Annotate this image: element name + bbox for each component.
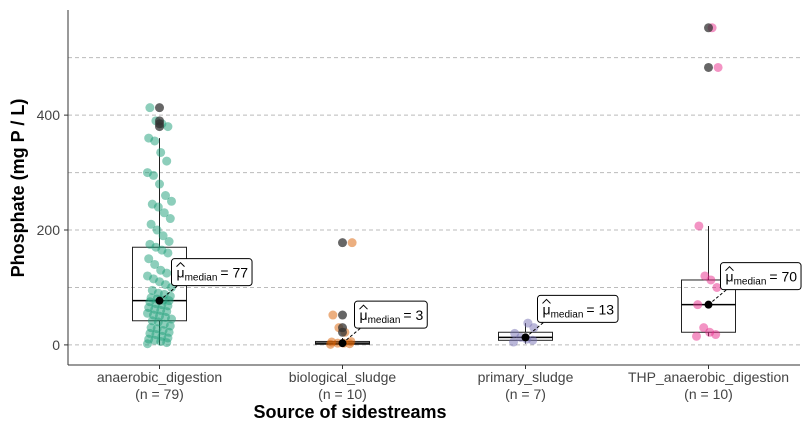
- label-connector: [159, 285, 178, 302]
- data-point: [147, 199, 157, 209]
- data-point: [152, 225, 162, 235]
- y-tick-label: 0: [52, 337, 60, 353]
- median-point: [155, 296, 164, 305]
- outlier: [704, 62, 713, 72]
- outlier: [338, 323, 347, 333]
- x-tick-label: THP_anaerobic_digestion: [628, 369, 789, 385]
- data-point: [161, 191, 170, 201]
- outlier: [704, 23, 713, 33]
- data-point: [712, 282, 722, 292]
- median-value: = 77: [220, 265, 248, 281]
- data-point: [347, 238, 357, 248]
- label-connector: [708, 289, 727, 306]
- median-label-box: [354, 300, 428, 329]
- outlier: [338, 238, 347, 248]
- data-point: [147, 285, 157, 295]
- median-label-box: [537, 294, 619, 323]
- x-tick-label: biological_sludge: [289, 369, 397, 385]
- stat-symbol: μ: [726, 269, 734, 285]
- data-point: [156, 147, 166, 157]
- data-point: [158, 231, 168, 241]
- data-point: [327, 337, 337, 347]
- data-point: [145, 239, 155, 249]
- data-point: [159, 208, 169, 218]
- median-label: μmedian = 70: [726, 269, 798, 288]
- data-point: [156, 265, 166, 275]
- stat-symbol: μ: [360, 307, 368, 323]
- hat: [542, 298, 551, 304]
- data-point: [165, 214, 175, 224]
- data-point: [523, 318, 533, 328]
- stat-symbol: μ: [177, 265, 185, 281]
- outlier: [155, 116, 164, 126]
- stat-symbol: μ: [543, 301, 551, 317]
- x-count-label: (n = 10): [684, 386, 733, 402]
- data-point: [146, 293, 156, 303]
- y-tick-label: 200: [37, 222, 61, 238]
- data-point: [162, 156, 172, 166]
- stat-subscript: median: [734, 277, 767, 288]
- x-axis-title: Source of sidestreams: [253, 402, 446, 422]
- label-connector: [342, 327, 361, 344]
- data-point: [144, 133, 154, 143]
- median-value: = 70: [769, 269, 797, 285]
- data-point: [143, 271, 152, 281]
- x-count-label: (n = 7): [505, 386, 546, 402]
- data-point: [143, 168, 152, 178]
- hat: [176, 261, 185, 268]
- data-point: [509, 337, 518, 347]
- x-count-label: (n = 10): [318, 386, 367, 402]
- data-point: [692, 331, 701, 341]
- data-point: [346, 336, 356, 346]
- stat-subscript: median: [551, 309, 584, 320]
- median-label-box: [720, 262, 802, 291]
- median-label: μmedian = 13: [543, 301, 615, 320]
- stat-subscript: median: [185, 273, 218, 284]
- data-point: [155, 179, 164, 189]
- median-point: [704, 300, 713, 309]
- data-point: [164, 236, 174, 246]
- data-point: [144, 254, 154, 264]
- outlier: [338, 310, 347, 320]
- data-point: [713, 62, 723, 72]
- data-point: [700, 271, 710, 281]
- median-label-box: [171, 258, 253, 287]
- x-tick-label: anaerobic_digestion: [97, 369, 222, 385]
- data-point: [699, 323, 709, 333]
- stat-subscript: median: [368, 315, 401, 326]
- data-point: [150, 259, 160, 269]
- x-tick-label: primary_sludge: [478, 369, 574, 385]
- label-connector: [525, 322, 544, 338]
- x-count-label: (n = 79): [135, 386, 184, 402]
- median-label: μmedian = 77: [177, 265, 249, 284]
- data-point: [146, 219, 156, 229]
- hat: [725, 265, 734, 272]
- data-point: [328, 310, 338, 320]
- data-point: [694, 221, 704, 231]
- y-axis-title: Phosphate (mg P / L): [8, 99, 28, 278]
- outlier: [155, 103, 164, 113]
- y-tick-label: 400: [37, 107, 61, 123]
- median-point: [521, 333, 530, 342]
- data-point: [510, 328, 520, 338]
- data-point: [146, 323, 156, 333]
- median-label: μmedian = 3: [360, 307, 424, 326]
- median-value: = 13: [586, 301, 614, 317]
- data-point: [145, 103, 155, 113]
- median-point: [338, 339, 347, 348]
- data-point: [693, 300, 703, 310]
- hat: [359, 304, 368, 310]
- data-point: [167, 196, 176, 206]
- median-value: = 3: [403, 307, 423, 323]
